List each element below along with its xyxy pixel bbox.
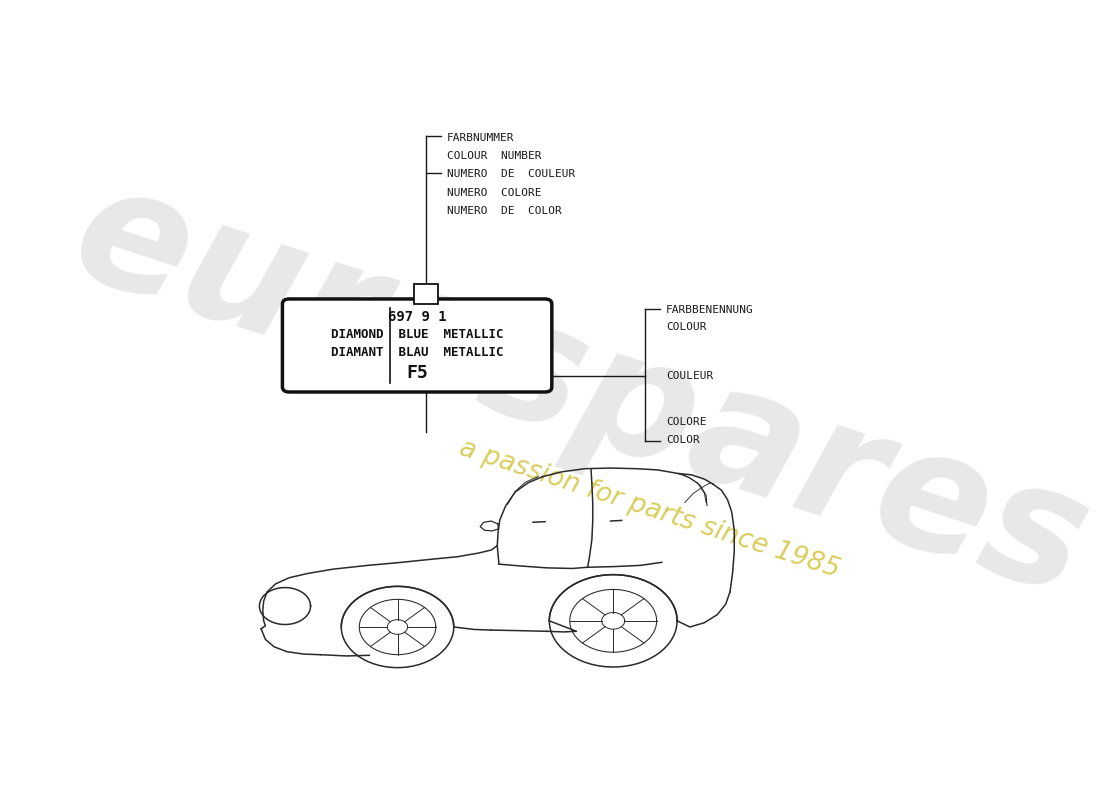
- Text: a passion for parts since 1985: a passion for parts since 1985: [455, 435, 843, 582]
- Text: 697 9 1: 697 9 1: [388, 310, 447, 324]
- Text: NUMERO  DE  COULEUR: NUMERO DE COULEUR: [447, 170, 575, 179]
- FancyBboxPatch shape: [283, 299, 552, 392]
- Text: DIAMANT  BLAU  METALLIC: DIAMANT BLAU METALLIC: [331, 346, 504, 359]
- Text: FARBBENENNUNG: FARBBENENNUNG: [666, 305, 754, 314]
- Text: FARBNUMMER: FARBNUMMER: [447, 133, 515, 143]
- Bar: [414, 284, 438, 304]
- Text: F5: F5: [406, 364, 428, 382]
- Text: DIAMOND  BLUE  METALLIC: DIAMOND BLUE METALLIC: [331, 328, 504, 341]
- Text: NUMERO  COLORE: NUMERO COLORE: [447, 188, 541, 198]
- Text: COULEUR: COULEUR: [666, 371, 713, 382]
- Text: COLORE: COLORE: [666, 418, 706, 427]
- Text: NUMERO  DE  COLOR: NUMERO DE COLOR: [447, 206, 562, 216]
- Text: eurospares: eurospares: [55, 151, 1100, 632]
- Text: COLOR: COLOR: [666, 434, 700, 445]
- Text: COLOUR  NUMBER: COLOUR NUMBER: [447, 150, 541, 161]
- Text: COLOUR: COLOUR: [666, 322, 706, 332]
